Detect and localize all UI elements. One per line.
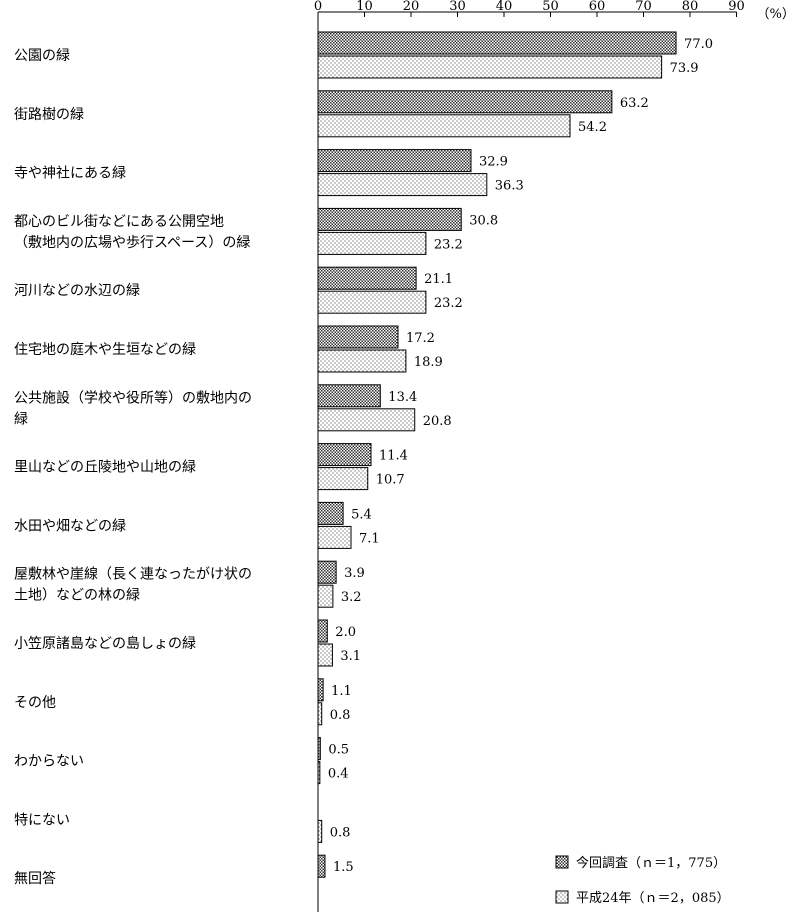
bar-value-label: 77.0	[684, 37, 713, 52]
bar-value-label: 13.4	[388, 390, 417, 405]
bar-h24	[317, 55, 663, 79]
category-label: 街路樹の緑	[14, 107, 84, 123]
bar-value-label: 54.2	[578, 120, 607, 135]
bar-h24	[317, 173, 488, 197]
category-label: 河川などの水辺の緑	[14, 283, 140, 299]
x-tick-label: 90	[728, 0, 745, 14]
bar-h24	[317, 290, 427, 314]
bar-value-label: 1.5	[333, 860, 354, 875]
bar-h24	[317, 702, 323, 726]
bar-value-label: 0.8	[330, 708, 351, 723]
bar-value-label: 18.9	[414, 355, 443, 370]
category-label: 屋敷林や崖線（長く連なったがけ状の	[14, 567, 252, 583]
bar-current	[317, 266, 417, 290]
bars	[317, 31, 677, 878]
x-tick-label: 70	[635, 0, 652, 14]
bar-value-label: 23.2	[434, 296, 463, 311]
category-label: 無回答	[14, 870, 56, 887]
category-label: 里山などの丘陵地や山地の緑	[14, 460, 196, 476]
bar-value-label: 30.8	[469, 213, 498, 228]
bar-h24	[317, 114, 571, 138]
category-label: 緑	[14, 411, 28, 427]
bar-current	[317, 207, 462, 231]
bar-h24	[317, 643, 333, 667]
legend: 今回調査（ｎ＝1，775） 平成24年（ｎ＝2，085）	[555, 855, 730, 906]
bar-value-label: 17.2	[406, 331, 435, 346]
category-label: その他	[14, 695, 56, 711]
bar-value-label: 3.9	[344, 566, 365, 581]
x-axis: 0 10 20 30 40 50 60 70 80 90	[314, 0, 745, 17]
legend-swatch-current	[555, 855, 569, 869]
bar-h24	[317, 819, 323, 843]
bar-value-label: 0.5	[328, 743, 349, 758]
category-label: 公園の緑	[14, 48, 70, 64]
bar-current	[317, 501, 344, 525]
bar-value-label: 1.1	[331, 684, 352, 699]
bar-value-label: 63.2	[620, 96, 649, 111]
bar-current	[317, 90, 613, 114]
bar-value-label: 0.8	[330, 825, 351, 840]
bar-value-label: 20.8	[423, 414, 452, 429]
x-tick-label: 50	[542, 0, 559, 14]
bar-h24	[317, 231, 427, 255]
bar-current	[317, 854, 326, 878]
bar-value-label: 3.1	[340, 649, 361, 664]
bar-h24	[317, 349, 407, 373]
bar-value-label: 21.1	[424, 272, 453, 287]
category-label: 寺や神社にある緑	[14, 166, 126, 182]
bar-current	[317, 325, 399, 349]
category-label: 水田や畑などの緑	[14, 518, 126, 534]
bar-value-label: 10.7	[376, 473, 405, 488]
bar-value-label: 11.4	[379, 449, 408, 464]
bar-value-label: 23.2	[434, 237, 463, 252]
bar-current	[317, 443, 372, 467]
category-label: 特にない	[14, 812, 70, 828]
bar-h24	[317, 761, 321, 785]
bar-current	[317, 149, 472, 173]
x-tick-label: 60	[589, 0, 606, 14]
bar-h24	[317, 467, 369, 491]
bar-value-label: 5.4	[351, 507, 372, 522]
bar-h24	[317, 408, 416, 432]
bar-value-label: 7.1	[359, 531, 380, 546]
bar-current	[317, 737, 321, 761]
unit-label: （%）	[757, 7, 795, 22]
bar-current	[317, 384, 381, 408]
category-label: 都心のビル街などにある公開空地	[14, 214, 224, 230]
bar-value-label: 32.9	[479, 155, 508, 170]
x-tick-label: 0	[314, 0, 322, 14]
x-tick-label: 30	[449, 0, 466, 14]
bar-value-label: 36.3	[495, 179, 524, 194]
bar-current	[317, 619, 328, 643]
bar-value-label: 3.2	[341, 590, 362, 605]
category-label: わからない	[14, 754, 84, 770]
bar-value-labels: 77.0 73.9 63.2 54.2 32.9 36.3 30.8 23.2 21.1 23.2…	[328, 37, 713, 875]
x-tick-label: 40	[496, 0, 513, 14]
x-tick-label: 20	[403, 0, 420, 14]
x-tick-label: 10	[356, 0, 373, 14]
bar-h24	[317, 525, 352, 549]
category-label: 住宅地の庭木や生垣などの緑	[14, 341, 196, 358]
bar-current	[317, 560, 337, 584]
category-label: （敷地内の広場や歩行スペース）の緑	[14, 235, 250, 251]
legend-swatch-h24	[555, 890, 569, 904]
legend-label-h24: 平成24年（ｎ＝2，085）	[576, 891, 730, 906]
bar-h24	[317, 584, 334, 608]
bar-current	[317, 678, 324, 702]
category-label: 公共施設（学校や役所等）の敷地内の	[14, 389, 252, 406]
category-label: 土地）などの林の緑	[14, 588, 140, 604]
bar-value-label: 0.4	[328, 767, 349, 782]
bar-current	[317, 31, 677, 55]
bar-value-label: 73.9	[670, 61, 699, 76]
legend-label-current: 今回調査（ｎ＝1，775）	[576, 855, 726, 871]
bar-value-label: 2.0	[335, 625, 356, 640]
category-label: 小笠原諸島などの島しょの緑	[14, 636, 196, 652]
x-tick-label: 80	[682, 0, 699, 14]
